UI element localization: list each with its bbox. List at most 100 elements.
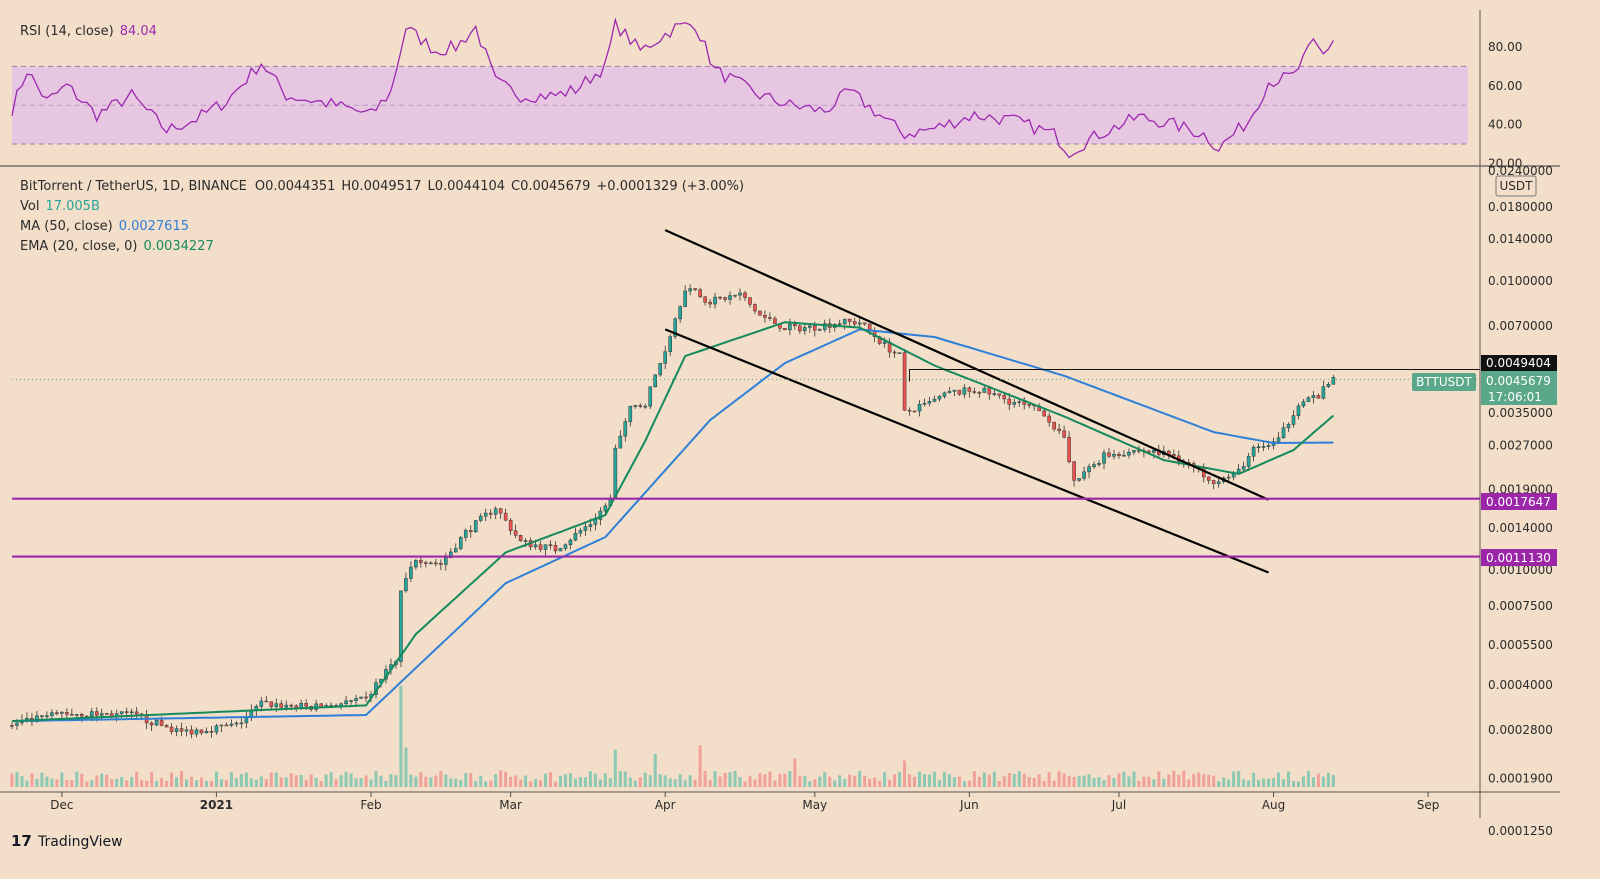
candle-body: [982, 387, 987, 393]
volume-bar: [1127, 776, 1131, 787]
price-tick-label: 0.0004000: [1488, 678, 1553, 692]
volume-bar: [334, 779, 338, 787]
volume-bar: [184, 779, 189, 787]
volume-bar: [898, 772, 902, 787]
candle-body: [1321, 386, 1326, 399]
volume-bar: [1222, 777, 1226, 787]
volume-bar: [1276, 772, 1281, 787]
volume-bar: [55, 779, 59, 787]
candle-body: [1057, 428, 1061, 432]
resistance-line[interactable]: [909, 369, 1480, 382]
candle-body: [1077, 478, 1081, 481]
volume-bar: [1022, 773, 1026, 787]
candle-body: [847, 318, 852, 322]
candle-body: [399, 590, 403, 662]
price-tick-label: 0.0007500: [1488, 599, 1553, 613]
volume-bars: [10, 685, 1335, 787]
rsi-legend-label: RSI (14, close): [20, 24, 114, 39]
volume-bar: [698, 745, 702, 787]
volume-bar: [957, 776, 961, 787]
volume-bar: [504, 771, 508, 787]
candle-body: [174, 728, 179, 732]
channel-upper-line[interactable]: [664, 229, 1269, 501]
volume-bar: [1107, 775, 1111, 787]
candle-body: [1017, 401, 1022, 403]
price-tick-label: 0.0014000: [1488, 521, 1553, 535]
volume-bar: [199, 777, 204, 787]
volume-bar: [1207, 774, 1211, 787]
volume-bar: [793, 758, 797, 787]
ohlc-low: L0.0044104: [427, 179, 505, 194]
volume-bar: [1257, 779, 1261, 787]
channel-lower-line[interactable]: [664, 328, 1269, 574]
candle-body: [159, 719, 164, 726]
volume-bar: [304, 779, 308, 787]
main-pane: [10, 229, 1480, 787]
volume-bar: [718, 776, 722, 787]
candle-body: [209, 731, 214, 733]
currency-badge[interactable]: [1495, 175, 1537, 197]
volume-bar: [703, 770, 707, 787]
candle-body: [748, 297, 752, 305]
candle-body: [1316, 395, 1321, 399]
volume-bar: [85, 781, 89, 787]
rsi-legend-value: 84.04: [120, 24, 157, 39]
candle-body: [284, 704, 289, 708]
volume-bar: [1252, 772, 1256, 787]
volume-bar: [264, 778, 268, 787]
volume-bar: [603, 773, 607, 787]
candle-body: [1261, 446, 1266, 448]
candle-body: [1097, 462, 1101, 465]
volume-bar: [419, 772, 423, 787]
ema-legend-value: 0.0034227: [143, 239, 213, 254]
volume-bar: [728, 772, 732, 787]
candle-body: [409, 566, 413, 579]
last-price-label-group: BTTUSDT 0.0045679 17:06:01: [1412, 371, 1557, 405]
candle-body: [1216, 481, 1221, 484]
volume-bar: [459, 779, 463, 787]
price-axis[interactable]: 0.0240000 0.0180000 0.0140000 0.0100000 0.00…: [1488, 164, 1553, 838]
candle-body: [1147, 450, 1151, 453]
volume-bar: [1132, 771, 1136, 787]
resistance-tag-text: 0.0049404: [1486, 356, 1551, 370]
tradingview-brand-text: TradingView: [37, 834, 123, 850]
candle-body: [927, 401, 932, 404]
candle-body: [1002, 395, 1007, 400]
price-tick-label: 0.0140000: [1488, 232, 1553, 246]
volume-bar: [613, 749, 617, 787]
volume-bar: [125, 780, 129, 787]
candle-body: [698, 289, 702, 298]
volume-bar: [578, 777, 582, 787]
candle-body: [289, 704, 294, 707]
tradingview-logo[interactable]: 17 TradingView: [11, 832, 123, 850]
time-tick-label: May: [802, 798, 827, 812]
volume-bar: [992, 771, 996, 787]
volume-bar: [454, 778, 458, 787]
price-tick-label: 0.0002800: [1488, 723, 1553, 737]
volume-bar: [833, 780, 837, 787]
volume-bar: [349, 773, 353, 787]
candle-body: [817, 329, 822, 331]
candle-body: [798, 325, 802, 332]
volume-bar: [1202, 774, 1206, 787]
volume-bar: [593, 773, 597, 787]
volume-bar: [1027, 777, 1031, 787]
candle-body: [194, 729, 199, 735]
main-legend: BitTorrent / TetherUS, 1D, BINANCE O0.004…: [20, 179, 744, 254]
volume-bar: [633, 780, 637, 787]
candle-body: [658, 363, 663, 376]
support-tag-2-box: [1481, 549, 1557, 566]
candle-body: [468, 530, 473, 533]
candle-body: [1052, 421, 1056, 430]
ohlc-high: H0.0049517: [341, 179, 421, 194]
time-axis[interactable]: Dec 2021 Feb Mar Apr May Jun Jul Aug Sep: [50, 792, 1439, 812]
price-tick-label: 0.0010000: [1488, 563, 1553, 577]
candle-body: [45, 715, 49, 717]
volume-bar: [588, 771, 592, 787]
rsi-tick-label: 40.00: [1488, 118, 1522, 132]
volume-bar: [738, 777, 742, 787]
volume-bar: [339, 775, 343, 787]
rsi-tick-label: 20.00: [1488, 156, 1522, 170]
candle-body: [453, 548, 458, 553]
